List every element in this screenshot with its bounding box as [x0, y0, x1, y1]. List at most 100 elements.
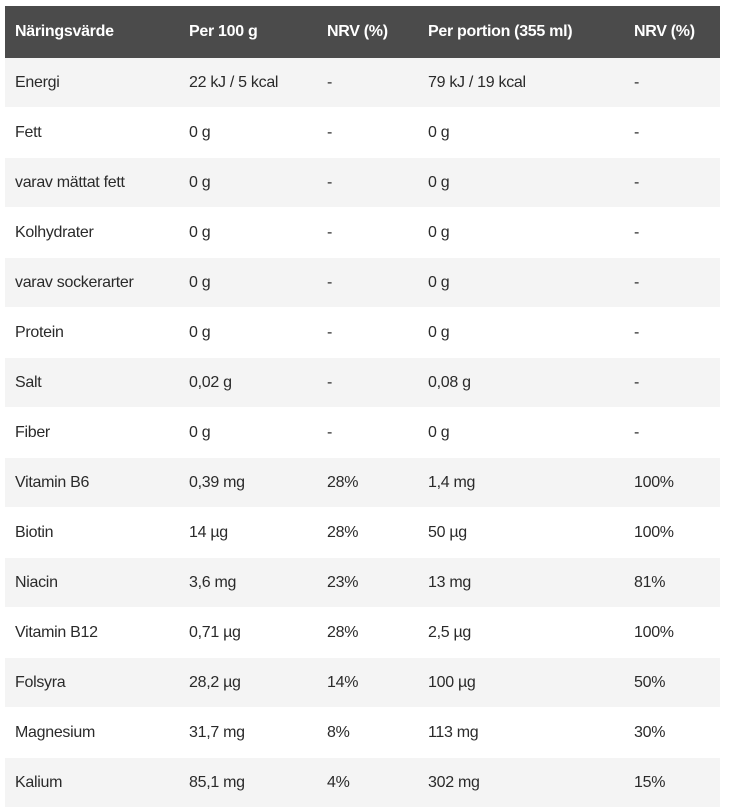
- nrv-100g-cell: 28%: [317, 507, 418, 558]
- table-row: Fiber 0 g-0 g-: [5, 407, 720, 458]
- per-portion-cell: 79 kJ / 19 kcal: [418, 58, 624, 108]
- nutrient-name-cell: Magnesium: [5, 707, 179, 758]
- per-portion-cell: 0 g: [418, 207, 624, 258]
- nutrient-name-cell: Niacin: [5, 557, 179, 608]
- per-portion-cell: 13 mg: [418, 557, 624, 608]
- nrv-100g-cell: -: [317, 307, 418, 358]
- table-row: varav sockerarter 0 g-0 g-: [5, 257, 720, 308]
- nrv-portion-cell: -: [624, 357, 720, 408]
- nrv-100g-cell: 8%: [317, 707, 418, 758]
- table-row: Energi 22 kJ / 5 kcal -79 kJ / 19 kcal -: [5, 58, 720, 108]
- per-portion-cell: 100 µg: [418, 657, 624, 708]
- per-portion-cell: 50 µg: [418, 507, 624, 558]
- per-100g-cell: 3,6 mg: [179, 557, 317, 608]
- header-nrv-100g: NRV (%): [317, 6, 418, 58]
- nrv-portion-cell: -: [624, 207, 720, 258]
- nrv-portion-cell: 100%: [624, 607, 720, 658]
- nrv-portion-cell: 100%: [624, 457, 720, 508]
- nrv-portion-cell: -: [624, 257, 720, 308]
- per-portion-cell: 0 g: [418, 307, 624, 358]
- per-portion-cell: 0 g: [418, 157, 624, 208]
- nrv-portion-cell: 30%: [624, 707, 720, 758]
- nrv-portion-cell: -: [624, 407, 720, 458]
- nutrient-name-cell: varav sockerarter: [5, 257, 179, 308]
- nutrient-name-cell: Protein: [5, 307, 179, 358]
- nutrition-table: Näringsvärde Per 100 g NRV (%) Per porti…: [5, 6, 720, 808]
- header-nrv-portion: NRV (%): [624, 6, 720, 58]
- per-100g-cell: 0,02 g: [179, 357, 317, 408]
- nrv-portion-cell: -: [624, 107, 720, 158]
- per-100g-cell: 0 g: [179, 157, 317, 208]
- per-portion-cell: 302 mg: [418, 757, 624, 808]
- nutrient-name-cell: Salt: [5, 357, 179, 408]
- table-row: Salt 0,02 g -0,08 g-: [5, 357, 720, 408]
- table-row: Folsyra 28,2 µg 14% 100 µg 50%: [5, 657, 720, 708]
- per-portion-cell: 2,5 µg: [418, 607, 624, 658]
- table-row: varav mättat fett 0 g-0 g-: [5, 157, 720, 208]
- header-row: Näringsvärde Per 100 g NRV (%) Per porti…: [5, 6, 720, 58]
- nutrient-name-cell: Vitamin B6: [5, 457, 179, 508]
- nutrient-name-cell: Kolhydrater: [5, 207, 179, 258]
- nrv-100g-cell: 4%: [317, 757, 418, 808]
- per-100g-cell: 0 g: [179, 307, 317, 358]
- per-portion-cell: 0,08 g: [418, 357, 624, 408]
- per-100g-cell: 0 g: [179, 257, 317, 308]
- nrv-100g-cell: -: [317, 257, 418, 308]
- per-100g-cell: 0 g: [179, 107, 317, 158]
- nrv-100g-cell: 28%: [317, 607, 418, 658]
- per-100g-cell: 28,2 µg: [179, 657, 317, 708]
- nutrition-table-container: Näringsvärde Per 100 g NRV (%) Per porti…: [5, 6, 720, 808]
- per-100g-cell: 14 µg: [179, 507, 317, 558]
- table-row: Vitamin B12 0,71 µg 28% 2,5 µg 100%: [5, 607, 720, 658]
- nrv-portion-cell: 15%: [624, 757, 720, 808]
- nutrient-name-cell: Fiber: [5, 407, 179, 458]
- per-100g-cell: 0,71 µg: [179, 607, 317, 658]
- table-row: Biotin 14 µg 28% 50 µg 100%: [5, 507, 720, 558]
- per-100g-cell: 31,7 mg: [179, 707, 317, 758]
- nutrient-name-cell: Fett: [5, 107, 179, 158]
- nrv-100g-cell: -: [317, 58, 418, 108]
- nrv-100g-cell: -: [317, 407, 418, 458]
- nrv-portion-cell: -: [624, 157, 720, 208]
- table-body: Energi 22 kJ / 5 kcal -79 kJ / 19 kcal - Fet…: [5, 58, 720, 808]
- per-100g-cell: 22 kJ / 5 kcal: [179, 58, 317, 108]
- header-per-100g: Per 100 g: [179, 6, 317, 58]
- per-100g-cell: 0,39 mg: [179, 457, 317, 508]
- table-row: Protein 0 g-0 g-: [5, 307, 720, 358]
- nrv-100g-cell: 28%: [317, 457, 418, 508]
- table-row: Kolhydrater 0 g-0 g-: [5, 207, 720, 258]
- per-portion-cell: 1,4 mg: [418, 457, 624, 508]
- table-row: Niacin 3,6 mg 23% 13 mg 81%: [5, 557, 720, 608]
- nutrient-name-cell: Biotin: [5, 507, 179, 558]
- per-portion-cell: 113 mg: [418, 707, 624, 758]
- per-100g-cell: 85,1 mg: [179, 757, 317, 808]
- nutrient-name-cell: Vitamin B12: [5, 607, 179, 658]
- nutrient-name-cell: Kalium: [5, 757, 179, 808]
- nrv-portion-cell: -: [624, 307, 720, 358]
- nrv-100g-cell: -: [317, 107, 418, 158]
- nrv-100g-cell: -: [317, 157, 418, 208]
- nutrient-name-cell: Folsyra: [5, 657, 179, 708]
- nrv-portion-cell: 81%: [624, 557, 720, 608]
- table-row: Fett 0 g-0 g-: [5, 107, 720, 158]
- table-row: Vitamin B6 0,39 mg 28% 1,4 mg 100%: [5, 457, 720, 508]
- nrv-100g-cell: -: [317, 357, 418, 408]
- table-header: Näringsvärde Per 100 g NRV (%) Per porti…: [5, 6, 720, 58]
- nutrient-name-cell: varav mättat fett: [5, 157, 179, 208]
- per-portion-cell: 0 g: [418, 407, 624, 458]
- nrv-100g-cell: -: [317, 207, 418, 258]
- nrv-portion-cell: 100%: [624, 507, 720, 558]
- nrv-100g-cell: 14%: [317, 657, 418, 708]
- per-portion-cell: 0 g: [418, 107, 624, 158]
- nrv-100g-cell: 23%: [317, 557, 418, 608]
- nutrient-name-cell: Energi: [5, 58, 179, 108]
- table-row: Magnesium 31,7 mg 8% 113 mg 30%: [5, 707, 720, 758]
- nrv-portion-cell: 50%: [624, 657, 720, 708]
- header-per-portion: Per portion (355 ml): [418, 6, 624, 58]
- table-row: Kalium 85,1 mg 4% 302 mg 15%: [5, 757, 720, 808]
- per-100g-cell: 0 g: [179, 207, 317, 258]
- per-portion-cell: 0 g: [418, 257, 624, 308]
- header-naringsvarde: Näringsvärde: [5, 6, 179, 58]
- per-100g-cell: 0 g: [179, 407, 317, 458]
- nrv-portion-cell: -: [624, 58, 720, 108]
